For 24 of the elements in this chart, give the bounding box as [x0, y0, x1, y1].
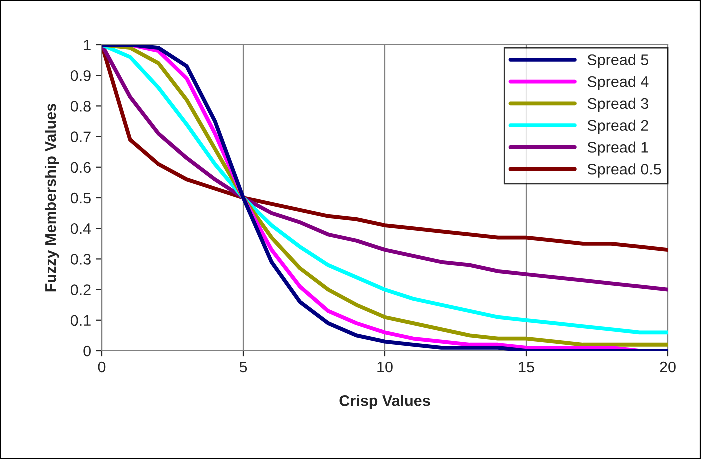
x-tick-label: 15 — [519, 362, 534, 373]
x-tick-label: 5 — [240, 362, 248, 373]
y-tick-label: 0.2 — [70, 284, 91, 296]
x-axis-title: Crisp Values — [340, 395, 430, 410]
legend-label: Spread 2 — [588, 120, 648, 134]
y-tick-label: 0.4 — [70, 223, 92, 234]
y-tick-label: 0.3 — [70, 254, 91, 265]
legend-label: Spread 4 — [588, 76, 649, 90]
y-axis-title: Fuzzy Membership Values — [44, 104, 60, 292]
legend-label: Spread 3 — [588, 98, 648, 112]
y-tick-label: 0.5 — [70, 192, 91, 204]
y-tick-label: 0 — [84, 346, 91, 357]
x-tick-label: 20 — [660, 362, 676, 373]
legend-label: Spread 5 — [588, 54, 649, 68]
y-tick-label: 0.8 — [70, 101, 91, 112]
y-tick-label: 1 — [84, 40, 91, 51]
y-tick-label: 0.6 — [70, 162, 91, 174]
y-tick-label: 0.1 — [70, 315, 91, 326]
y-tick-label: 0.9 — [70, 70, 91, 82]
legend-label: Spread 0.5 — [588, 164, 662, 178]
legend-label: Spread 1 — [588, 142, 648, 156]
x-tick-label: 0 — [98, 362, 106, 373]
y-tick-label: 0.7 — [70, 132, 91, 142]
x-tick-label: 10 — [378, 362, 393, 373]
